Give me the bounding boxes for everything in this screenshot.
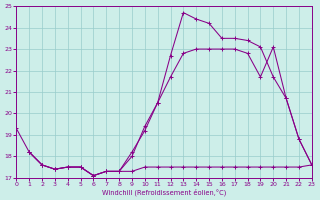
X-axis label: Windchill (Refroidissement éolien,°C): Windchill (Refroidissement éolien,°C) — [102, 188, 226, 196]
